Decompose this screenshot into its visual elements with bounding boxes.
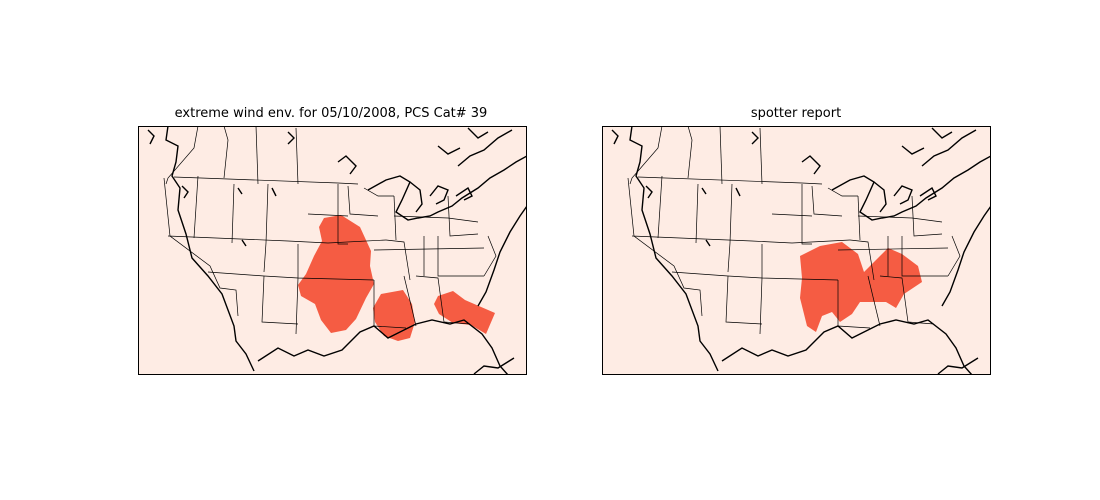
map-frame xyxy=(602,126,991,375)
left-map xyxy=(138,126,527,375)
highlight-regions xyxy=(800,242,922,332)
left-panel-title: extreme wind env. for 05/10/2008, PCS Ca… xyxy=(174,106,488,121)
map-frame xyxy=(138,126,527,375)
coastline xyxy=(611,126,991,375)
highlight-region-plains xyxy=(298,215,374,333)
state-borders xyxy=(627,126,961,335)
coastline xyxy=(147,126,527,375)
highlight-regions xyxy=(298,215,495,341)
map-background xyxy=(602,126,991,375)
highlight-region-south xyxy=(800,242,922,332)
highlight-region-gulf-east xyxy=(434,291,495,334)
right-map xyxy=(602,126,991,375)
right-panel-title: spotter report xyxy=(750,106,842,121)
state-borders xyxy=(163,126,497,335)
